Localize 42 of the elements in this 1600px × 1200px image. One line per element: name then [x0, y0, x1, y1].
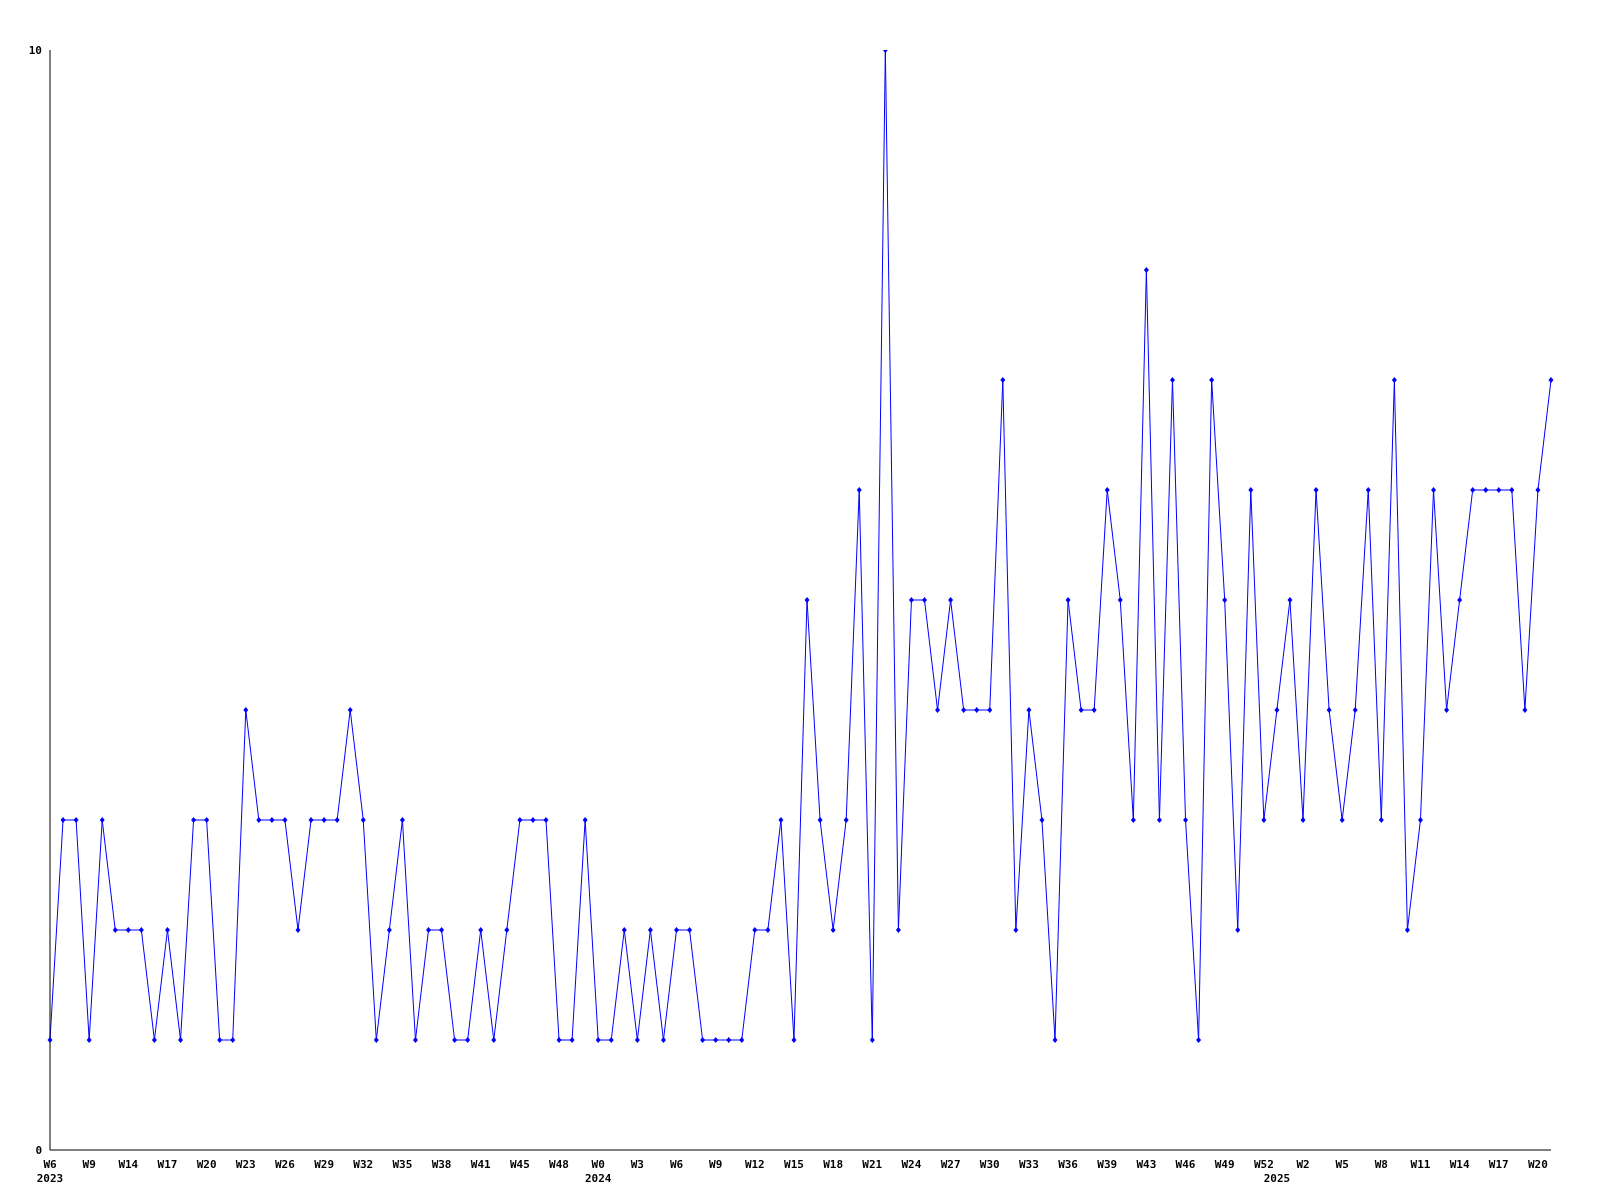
- x-tick-label: W21: [862, 1158, 883, 1171]
- x-tick-label: W9: [709, 1158, 723, 1171]
- x-tick-label: W14: [1449, 1158, 1470, 1171]
- x-tick-label: W35: [392, 1158, 413, 1171]
- x-tick-label: W20: [1528, 1158, 1548, 1171]
- x-tick-label: W23: [235, 1158, 256, 1171]
- y-tick-label: 0: [35, 1143, 42, 1157]
- x-tick-label: W30: [979, 1158, 1000, 1171]
- x-tick-label: W6 2023: [36, 1158, 64, 1185]
- x-tick-label: W52: [1253, 1158, 1274, 1171]
- x-tick-label: W6: [669, 1158, 684, 1171]
- x-tick-label: W38: [431, 1158, 452, 1171]
- x-tick-label: W20: [196, 1158, 217, 1171]
- x-tick-label: W36: [1058, 1158, 1079, 1171]
- x-tick-label: W27: [940, 1158, 961, 1171]
- x-tick-label: W46: [1175, 1158, 1196, 1171]
- x-tick-label: W43: [1136, 1158, 1157, 1171]
- x-tick-label: 2025: [1263, 1172, 1291, 1185]
- x-tick-label: W24: [901, 1158, 922, 1171]
- x-tick-label: W9: [82, 1158, 96, 1171]
- x-tick-label: W49: [1214, 1158, 1235, 1171]
- x-tick-label: W26: [275, 1158, 296, 1171]
- x-tick-label: W29: [314, 1158, 335, 1171]
- x-tick-label: W11: [1410, 1158, 1431, 1171]
- x-tick-label: W12: [744, 1158, 765, 1171]
- x-tick-label: W45: [509, 1158, 530, 1171]
- x-tick-label: W8: [1374, 1158, 1388, 1171]
- x-tick-label: W14: [118, 1158, 139, 1171]
- x-tick-label: W17: [1488, 1158, 1509, 1171]
- x-tick-label: W32: [353, 1158, 374, 1171]
- x-tick-label: W41: [470, 1158, 492, 1171]
- x-tick-label: W5: [1335, 1158, 1349, 1171]
- x-tick-label: W18: [823, 1158, 844, 1171]
- x-tick-label: W17: [157, 1158, 178, 1171]
- x-tick-label: W2: [1296, 1158, 1310, 1171]
- x-tick-label: W39: [1097, 1158, 1118, 1171]
- y-tick-label: 10: [28, 43, 42, 57]
- x-tick-label: W15: [784, 1158, 804, 1171]
- x-tick-label: W0 2024: [584, 1158, 612, 1185]
- x-tick-label: W33: [1018, 1158, 1039, 1171]
- x-tick-label: W3: [630, 1158, 644, 1171]
- x-tick-label: W48: [549, 1158, 569, 1171]
